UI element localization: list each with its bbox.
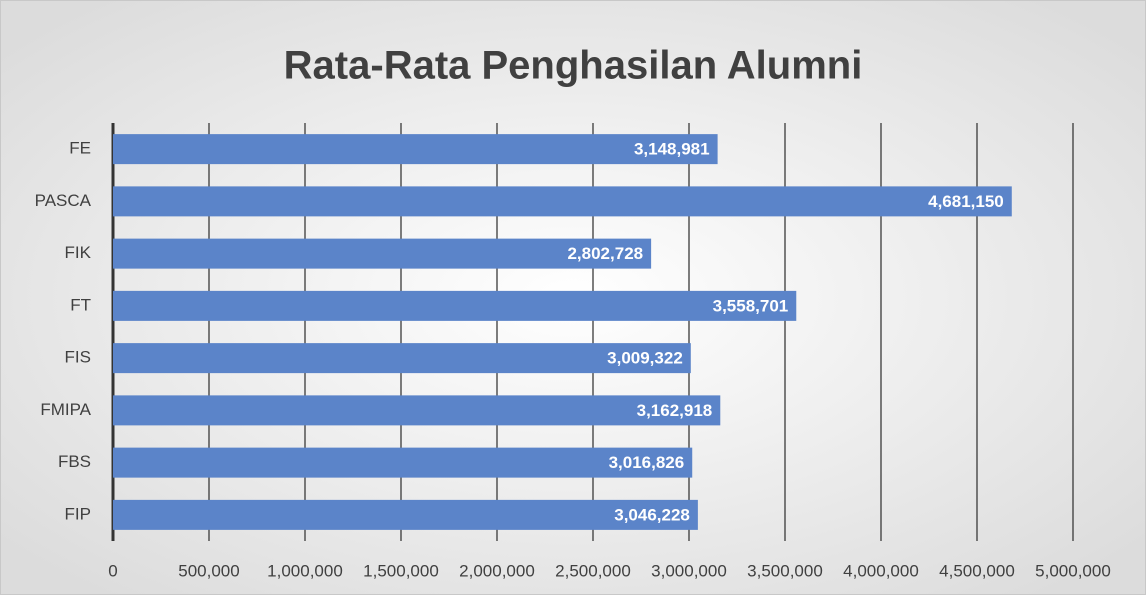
data-label: 3,162,918 xyxy=(637,401,713,420)
data-label: 3,558,701 xyxy=(713,296,789,315)
y-tick-label: FIS xyxy=(65,348,91,367)
x-tick-label: 0 xyxy=(108,561,117,580)
y-tick-label: PASCA xyxy=(35,191,92,210)
data-label: 3,046,228 xyxy=(614,505,690,524)
x-tick-label: 4,500,000 xyxy=(939,561,1015,580)
bar xyxy=(113,343,691,374)
x-tick-label: 2,500,000 xyxy=(555,561,631,580)
y-tick-label: FIP xyxy=(65,504,91,523)
y-tick-label: FE xyxy=(69,139,91,158)
x-tick-label: 1,500,000 xyxy=(363,561,439,580)
data-label: 4,681,150 xyxy=(928,192,1004,211)
data-label: 3,016,826 xyxy=(609,453,685,472)
y-tick-label: FIK xyxy=(65,243,92,262)
data-label: 3,148,981 xyxy=(634,140,710,159)
data-label: 2,802,728 xyxy=(567,244,643,263)
bar xyxy=(113,134,718,165)
bar xyxy=(113,447,693,478)
x-tick-label: 500,000 xyxy=(178,561,239,580)
bar xyxy=(113,186,1012,217)
bar xyxy=(113,499,698,530)
y-tick-label: FMIPA xyxy=(40,400,91,419)
x-tick-label: 1,000,000 xyxy=(267,561,343,580)
bar xyxy=(113,238,652,269)
x-tick-label: 5,000,000 xyxy=(1035,561,1111,580)
chart-title: Rata-Rata Penghasilan Alumni xyxy=(284,44,863,88)
x-tick-label: 3,500,000 xyxy=(747,561,823,580)
y-tick-label: FBS xyxy=(58,452,91,471)
bar xyxy=(113,395,721,426)
x-tick-label: 3,000,000 xyxy=(651,561,727,580)
x-tick-label: 2,000,000 xyxy=(459,561,535,580)
x-tick-label: 4,000,000 xyxy=(843,561,919,580)
y-tick-label: FT xyxy=(70,295,91,314)
data-label: 3,009,322 xyxy=(607,349,683,368)
bar xyxy=(113,290,797,321)
